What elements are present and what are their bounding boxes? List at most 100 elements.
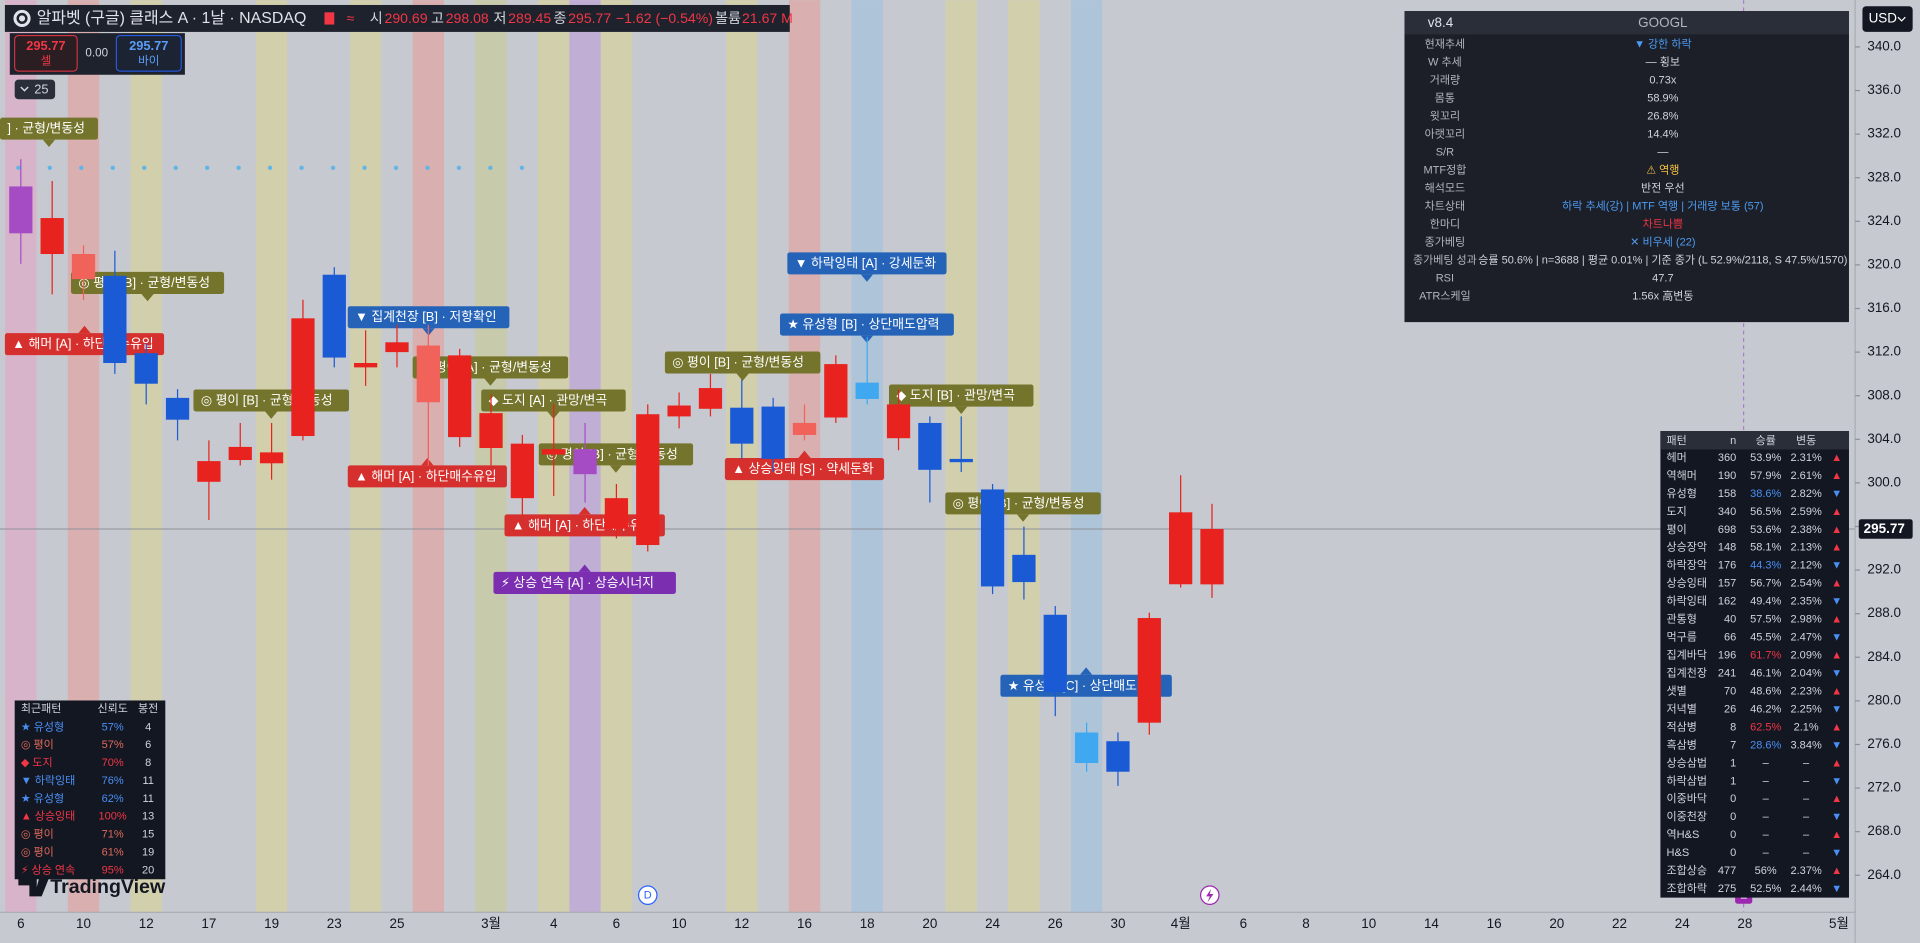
stats-arrow: ▼ <box>1831 667 1842 679</box>
candle-body <box>855 382 879 399</box>
info-value: 하락 추세(강) | MTF 역행 | 거래량 보통 (57) <box>1562 199 1763 213</box>
y-tick-label: 272.0 <box>1867 780 1901 795</box>
stats-win: – <box>1763 829 1770 841</box>
stats-column: 패턴 <box>1667 434 1687 447</box>
stats-n: 70 <box>1724 685 1736 697</box>
candle-body <box>1074 732 1099 764</box>
stats-arrow: ▲ <box>1831 650 1842 662</box>
stats-header <box>1660 431 1849 450</box>
stats-name: 샛별 <box>1667 684 1687 697</box>
stats-win: 49.4% <box>1750 596 1781 608</box>
stats-win: 62.5% <box>1750 721 1781 733</box>
indicator-dot <box>110 165 115 171</box>
ohlc-item: 고 <box>431 10 444 26</box>
stats-change: – <box>1803 775 1810 787</box>
pattern-label-pointer <box>736 373 749 381</box>
stats-n: 0 <box>1730 829 1736 841</box>
buy-price: 295.77 <box>129 38 168 53</box>
info-value: 26.8% <box>1647 111 1678 123</box>
x-tick-label: 30 <box>1110 916 1125 931</box>
pattern-label: ◆ 도지 [A] · 관망/변곡 <box>489 392 608 407</box>
pattern-label: ▲ 해머 [A] · 하단매수유입 <box>355 468 497 483</box>
x-tick-label: 19 <box>264 916 279 931</box>
stats-win: 53.9% <box>1750 452 1781 464</box>
sell-button[interactable] <box>14 35 78 72</box>
brand-name: TradingView <box>50 876 166 898</box>
candle-body <box>949 458 973 463</box>
currency-button[interactable] <box>1862 6 1913 32</box>
ohlc-item: 298.08 <box>446 10 489 26</box>
sell-price: 295.77 <box>26 38 65 53</box>
stats-change: 2.25% <box>1791 703 1822 715</box>
buy-button[interactable] <box>115 35 182 72</box>
pattern-label-pointer <box>484 378 497 386</box>
recent-confidence: 76% <box>102 775 124 787</box>
stats-arrow: ▲ <box>1831 506 1842 518</box>
stats-arrow: ▲ <box>1831 452 1842 464</box>
stats-arrow: ▼ <box>1831 560 1842 572</box>
indicator-toggle[interactable] <box>14 79 56 100</box>
stats-win: 46.2% <box>1750 703 1781 715</box>
stats-name: 하락삼법 <box>1667 773 1708 787</box>
stats-win: 57.5% <box>1750 614 1781 626</box>
stats-arrow: ▲ <box>1831 865 1842 877</box>
recent-name: ◎ 평이 <box>21 738 54 751</box>
stats-arrow: ▲ <box>1831 542 1842 554</box>
overlay: 264.0 268.0 272.0 276.0 280.0 284.0 288.0 292.0… <box>4 4 1913 931</box>
info-label: 몸통 <box>1435 92 1455 105</box>
candle-body <box>542 449 566 455</box>
x-tick-label: 10 <box>76 916 91 931</box>
candle-body <box>1106 741 1130 772</box>
info-label: 한마디 <box>1430 218 1460 231</box>
stats-arrow: ▼ <box>1831 775 1842 787</box>
stats-n: 162 <box>1718 596 1736 608</box>
y-tick-label: 300.0 <box>1867 474 1901 489</box>
stats-name: 역해머 <box>1667 468 1697 482</box>
dividend-marker[interactable] <box>637 885 658 905</box>
pattern-label-box <box>347 465 507 488</box>
stats-n: 26 <box>1724 703 1736 715</box>
stats-change: 3.84% <box>1791 739 1822 751</box>
stats-win: – <box>1763 775 1770 787</box>
x-tick-label: 6 <box>1240 916 1247 931</box>
candle-body <box>197 461 221 482</box>
indicator-dot <box>425 165 430 171</box>
stats-column: 승률 <box>1756 434 1776 447</box>
candle-body <box>824 364 848 418</box>
highlight-band <box>1008 0 1040 913</box>
y-tick-label: 280.0 <box>1867 692 1901 707</box>
stats-change: 2.04% <box>1791 667 1822 679</box>
y-tick-label: 308.0 <box>1867 387 1901 402</box>
stats-name: 관통형 <box>1667 613 1697 626</box>
x-tick-label: 14 <box>1424 916 1439 931</box>
indicator-dot <box>456 165 462 171</box>
symbol-logo <box>13 9 31 28</box>
candle-body <box>918 422 942 470</box>
stats-column: 변동 <box>1796 434 1816 447</box>
recent-confidence: 70% <box>102 757 124 769</box>
indicator-dot <box>79 165 84 171</box>
info-value: ▼ 강한 하락 <box>1634 37 1692 51</box>
stats-n: 176 <box>1718 560 1736 572</box>
ohlc-item: 295.77 <box>568 10 611 26</box>
x-tick-label: 4 <box>550 916 558 931</box>
y-tick-label: 284.0 <box>1867 649 1901 664</box>
stats-name: 상승잉태 <box>1667 577 1708 590</box>
stats-n: 360 <box>1718 452 1736 464</box>
stats-change: 2.09% <box>1791 650 1822 662</box>
stats-name: 상승삼법 <box>1667 756 1708 769</box>
pattern-label: ◆ 도지 [B] · 관망/변곡 <box>896 388 1015 403</box>
y-tick-label: 332.0 <box>1867 126 1901 141</box>
info-value: 승률 50.6% | n=3688 | 평균 0.01% | 기준 종가 (L … <box>1478 254 1847 267</box>
stats-name: 역H&S <box>1667 828 1700 841</box>
recent-name: ◎ 평이 <box>21 845 54 858</box>
pattern-label-box <box>347 306 510 329</box>
candle-body <box>792 422 817 435</box>
candle-body <box>698 388 723 409</box>
stats-arrow: ▼ <box>1831 883 1842 895</box>
candle-body <box>1200 528 1224 585</box>
stats-change: 2.38% <box>1791 524 1822 536</box>
stats-change: 2.1% <box>1794 721 1819 733</box>
pattern-label-box <box>0 117 98 140</box>
info-value: 58.9% <box>1647 93 1678 105</box>
